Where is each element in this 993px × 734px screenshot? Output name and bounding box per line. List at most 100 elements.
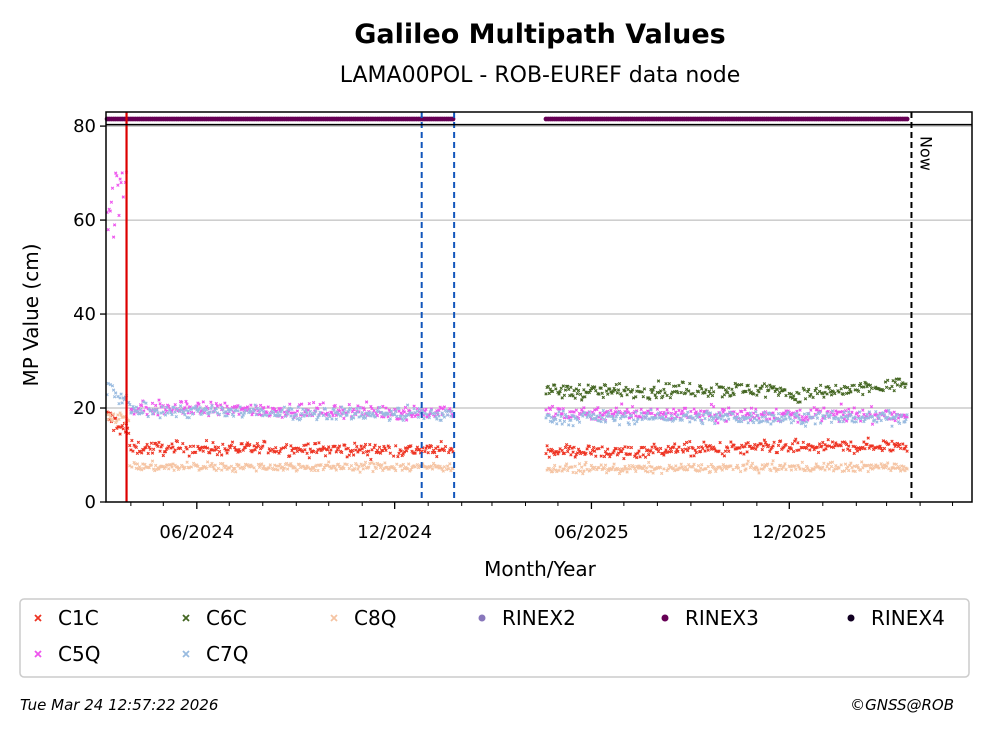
point-c1c <box>623 445 627 449</box>
point-c7q <box>669 414 674 418</box>
point-c1c <box>732 443 736 447</box>
point-c6c <box>722 393 727 397</box>
point-c1c <box>317 441 321 445</box>
point-c8q <box>761 467 765 471</box>
point-c7q <box>639 411 643 415</box>
point-c7q <box>169 411 173 415</box>
point-c6c <box>710 393 715 398</box>
point-c7q <box>404 413 409 418</box>
point-c1c <box>303 448 307 452</box>
point-c1c <box>602 454 607 459</box>
point-c8q <box>327 460 331 464</box>
point-c5q <box>855 411 860 415</box>
point-c7q <box>367 413 371 417</box>
point-c7q <box>440 411 444 415</box>
point-c8q <box>170 465 174 469</box>
point-c8q <box>252 466 256 470</box>
point-c8q <box>886 461 890 465</box>
point-c7q <box>640 417 644 422</box>
point-c7q <box>687 415 691 420</box>
point-c6c <box>784 393 788 398</box>
point-c1c <box>263 440 267 444</box>
point-c1c <box>350 448 355 453</box>
point-c5q <box>806 418 810 422</box>
point-c1c <box>346 446 350 451</box>
point-c7q <box>841 420 845 424</box>
point-c1c <box>149 441 154 445</box>
point-c8q <box>574 471 578 475</box>
point-c5q <box>180 400 184 404</box>
point-c8q <box>708 469 713 474</box>
point-c1c <box>569 453 573 457</box>
point-c5q <box>674 410 678 414</box>
point-c8q <box>401 462 405 467</box>
point-c6c <box>566 384 570 388</box>
point-c7q <box>356 410 360 414</box>
point-c5q <box>716 421 720 425</box>
point-c1c <box>636 451 640 455</box>
point-c6c <box>861 392 865 397</box>
point-c1c <box>816 450 821 455</box>
point-c7q <box>222 410 226 415</box>
point-c7q <box>314 409 318 413</box>
point-c8q <box>646 470 650 474</box>
point-c7q <box>903 420 907 424</box>
point-c1c <box>804 446 809 450</box>
point-c7q <box>335 410 340 414</box>
point-c7q <box>703 416 707 421</box>
point-c6c <box>689 392 693 396</box>
point-c1c <box>629 445 634 450</box>
point-c1c <box>117 425 121 429</box>
point-c1c <box>344 447 348 451</box>
point-c1c <box>548 449 553 453</box>
point-c8q <box>380 463 384 467</box>
point-c6c <box>833 391 837 396</box>
point-c7q <box>755 418 759 422</box>
point-c8q <box>211 464 215 469</box>
point-c8q <box>110 418 115 423</box>
point-c1c <box>160 443 164 447</box>
point-c6c <box>825 392 829 396</box>
point-c8q <box>334 468 338 472</box>
point-c7q <box>423 411 427 416</box>
point-c5q <box>722 408 727 412</box>
point-c1c <box>425 444 429 448</box>
point-c1c <box>426 451 430 455</box>
point-c5q <box>680 409 684 413</box>
point-c8q <box>866 469 870 474</box>
point-c6c <box>744 389 748 394</box>
point-c6c <box>677 383 681 388</box>
point-c7q <box>395 414 399 418</box>
point-c8q <box>837 466 841 470</box>
point-c1c <box>882 446 887 451</box>
legend-marker-c7q <box>182 650 190 658</box>
point-c7q <box>294 413 298 417</box>
point-c1c <box>140 451 144 455</box>
point-c8q <box>235 462 239 466</box>
point-c7q <box>363 416 368 420</box>
point-c6c <box>862 385 866 389</box>
point-c7q <box>804 420 809 424</box>
point-c8q <box>557 468 561 473</box>
point-c1c <box>846 447 850 451</box>
point-c8q <box>776 467 781 472</box>
point-c7q <box>360 411 364 415</box>
point-c6c <box>560 396 564 400</box>
point-c8q <box>349 464 354 468</box>
point-c1c <box>746 441 750 445</box>
point-c1c <box>901 442 905 446</box>
point-c7q <box>187 416 191 420</box>
point-c7q <box>110 384 115 388</box>
point-c8q <box>738 469 743 474</box>
point-c1c <box>327 445 331 449</box>
point-c1c <box>373 443 377 447</box>
point-c1c <box>423 449 427 454</box>
point-c1c <box>208 451 212 455</box>
point-c6c <box>563 388 568 392</box>
point-c6c <box>841 392 845 396</box>
point-c1c <box>315 450 319 455</box>
point-c6c <box>798 400 802 404</box>
point-c7q <box>252 409 256 413</box>
point-c7q <box>190 412 195 416</box>
point-c1c <box>130 438 134 443</box>
